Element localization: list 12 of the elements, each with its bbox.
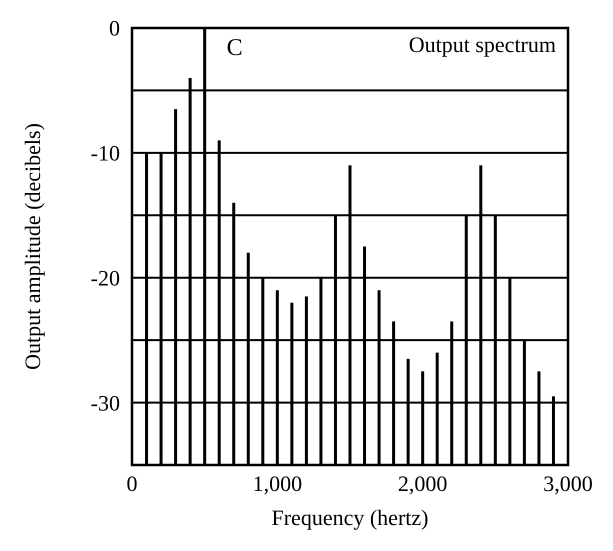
y-tick-label: -10 [90, 140, 120, 166]
y-axis-title: Output amplitude (decibels) [20, 123, 45, 370]
y-tick-label: 0 [109, 16, 120, 41]
x-tick-label: 2,000 [398, 471, 448, 496]
chart-title: Output spectrum [408, 32, 556, 57]
x-axis-title: Frequency (hertz) [272, 505, 428, 530]
annotation: C [226, 35, 243, 61]
y-tick-label: -30 [90, 390, 120, 416]
x-tick-label: 1,000 [252, 471, 302, 496]
y-tick-label: -20 [90, 265, 120, 290]
x-tick-label: 0 [126, 471, 138, 496]
x-tick-label: 3,000 [543, 471, 593, 496]
